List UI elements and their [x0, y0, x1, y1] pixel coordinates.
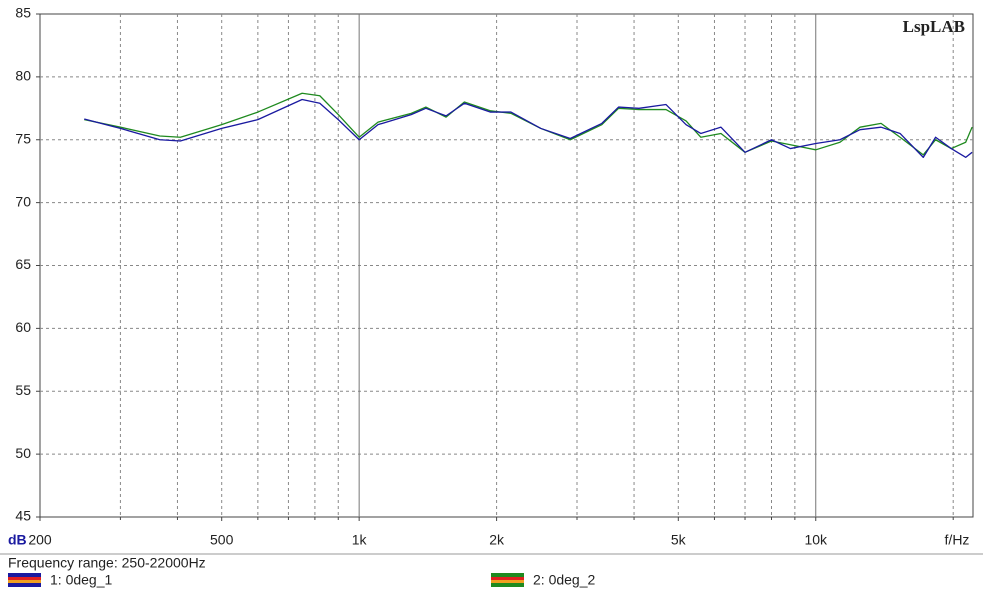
y-axis-label: dB — [8, 532, 27, 548]
legend: 1: 0deg_1 2: 0deg_2 — [8, 572, 595, 588]
x-tick-label: 10k — [804, 532, 828, 548]
x-tick-label: 500 — [210, 532, 234, 548]
legend-swatch-stripe — [491, 577, 524, 580]
y-tick-label: 80 — [15, 68, 31, 84]
legend-swatch-stripe — [491, 580, 524, 583]
series-line — [84, 92, 973, 156]
plot-area — [39, 13, 974, 518]
footer-text: Frequency range: 250-22000Hz — [8, 555, 206, 571]
y-tick-label: 45 — [15, 508, 31, 524]
watermark: LspLAB — [903, 17, 965, 36]
y-tick-label: 60 — [15, 319, 31, 335]
y-tick-label: 50 — [15, 445, 31, 461]
y-tick-label: 55 — [15, 382, 31, 398]
x-axis-label: f/Hz — [945, 532, 970, 548]
x-tick-label: 2k — [489, 532, 505, 548]
x-tick-label: 5k — [671, 532, 687, 548]
y-tick-label: 85 — [15, 5, 31, 21]
legend-label: 1: 0deg_1 — [50, 572, 112, 588]
legend-swatch-stripe — [8, 577, 41, 580]
legend-swatch-stripe — [8, 580, 41, 583]
x-tick-label: 1k — [352, 532, 368, 548]
y-tick-label: 65 — [15, 256, 31, 272]
y-tick-label: 75 — [15, 130, 31, 146]
legend-label: 2: 0deg_2 — [533, 572, 595, 588]
x-tick-label: 200 — [28, 532, 52, 548]
y-tick-label: 70 — [15, 193, 31, 209]
series-line — [84, 98, 973, 159]
